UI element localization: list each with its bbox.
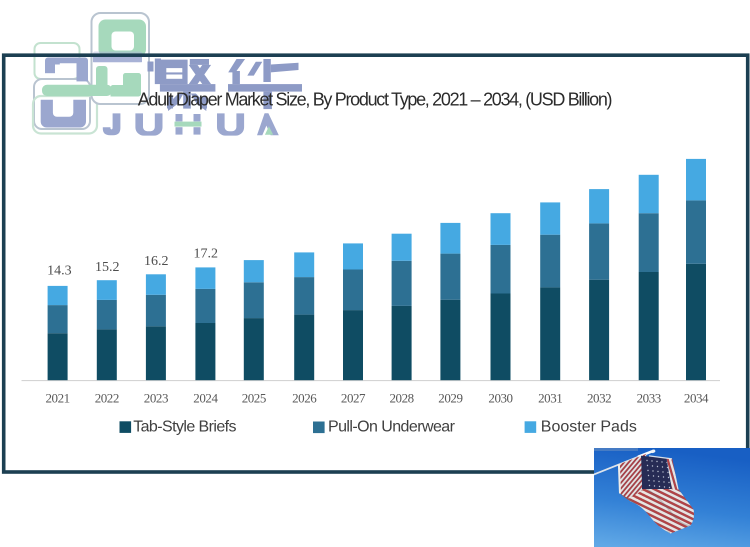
svg-text:Tab-Style Briefs: Tab-Style Briefs	[133, 418, 236, 435]
svg-text:Booster Pads: Booster Pads	[541, 418, 637, 435]
svg-text:2027: 2027	[341, 390, 366, 405]
svg-text:2034: 2034	[684, 390, 709, 405]
svg-text:14.3: 14.3	[47, 264, 72, 279]
svg-text:2031: 2031	[538, 390, 562, 405]
svg-text:2024: 2024	[193, 390, 218, 405]
svg-text:Pull-On Underwear: Pull-On Underwear	[328, 419, 456, 436]
svg-text:15.2: 15.2	[95, 260, 120, 275]
svg-text:Adult Diaper Market Size, By P: Adult Diaper Market Size, By Product Typ…	[138, 90, 612, 110]
svg-text:2023: 2023	[144, 390, 168, 405]
svg-text:16.2: 16.2	[144, 254, 169, 269]
svg-text:17.2: 17.2	[194, 247, 219, 262]
svg-text:2022: 2022	[95, 390, 119, 405]
svg-text:2029: 2029	[438, 390, 462, 405]
svg-text:2030: 2030	[488, 390, 512, 405]
svg-text:2026: 2026	[292, 390, 317, 405]
svg-text:2025: 2025	[242, 390, 266, 405]
svg-text:2021: 2021	[45, 390, 69, 405]
svg-text:2032: 2032	[587, 390, 611, 405]
svg-text:2033: 2033	[637, 390, 661, 405]
svg-text:2028: 2028	[389, 390, 413, 405]
